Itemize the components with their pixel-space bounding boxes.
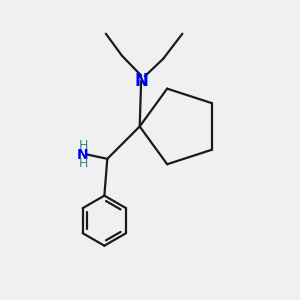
Text: N: N xyxy=(76,148,88,162)
Text: H: H xyxy=(79,157,88,170)
Text: N: N xyxy=(134,72,148,90)
Text: H: H xyxy=(79,139,88,152)
